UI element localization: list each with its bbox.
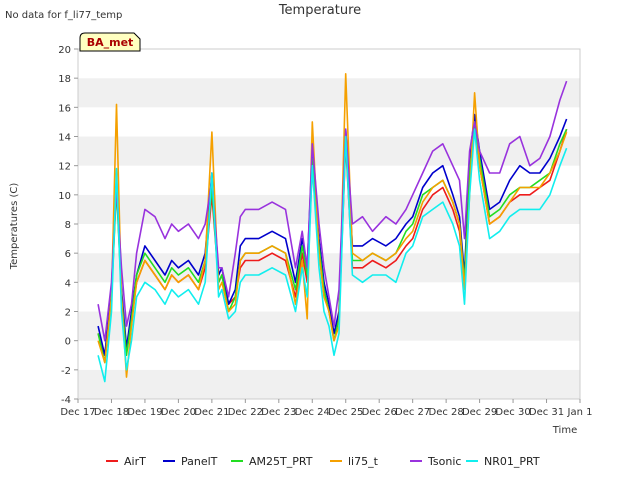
- legend-label: NR01_PRT: [484, 455, 540, 468]
- x-tick-label: Dec 17: [60, 407, 95, 418]
- x-tick-label: Dec 19: [127, 407, 162, 418]
- y-tick-label: 2: [65, 308, 71, 319]
- ba-met-badge: BA_met: [79, 32, 141, 52]
- x-tick-label: Dec 18: [94, 407, 129, 418]
- grid-band: [78, 224, 580, 254]
- y-tick-label: 10: [58, 191, 71, 202]
- x-tick-label: Dec 28: [429, 407, 464, 418]
- x-tick-label: Dec 29: [462, 407, 497, 418]
- x-tick-label: Jan 1: [567, 407, 593, 418]
- y-tick-label: -4: [61, 395, 71, 406]
- y-tick-label: 12: [58, 162, 71, 173]
- series-line-nr01-prt: [97, 128, 568, 383]
- y-tick-label: 4: [65, 278, 71, 289]
- x-tick-label: Dec 22: [228, 407, 263, 418]
- grid-band: [78, 78, 580, 108]
- x-tick-label: Dec 23: [261, 407, 296, 418]
- legend: AirT PanelT AM25T_PRT li75_t Tsonic NR01_PRT: [106, 455, 540, 468]
- y-tick-label: 18: [58, 74, 71, 85]
- legend-label: PanelT: [181, 455, 218, 468]
- x-tick-label: Dec 27: [395, 407, 430, 418]
- legend-label: AirT: [124, 455, 146, 468]
- badge-box: [79, 32, 141, 52]
- y-tick-label: 14: [58, 133, 71, 144]
- x-tick-label: Dec 24: [295, 407, 330, 418]
- legend-label: Tsonic: [427, 455, 461, 468]
- series-lines: [97, 73, 568, 383]
- x-tick-label: Dec 26: [362, 407, 397, 418]
- grid-band: [78, 165, 580, 195]
- grid-band: [78, 49, 580, 79]
- y-tick-label: 0: [65, 337, 71, 348]
- series-line-tsonic: [97, 80, 568, 342]
- legend-label: li75_t: [348, 455, 379, 468]
- legend-label: AM25T_PRT: [249, 455, 313, 468]
- grid-band: [78, 340, 580, 370]
- y-axis-label: Temperatures (C): [9, 183, 20, 271]
- x-tick-label: Dec 20: [161, 407, 196, 418]
- x-tick-label: Dec 25: [328, 407, 363, 418]
- x-tick-label: Dec 21: [194, 407, 229, 418]
- x-tick-label: Dec 30: [495, 407, 530, 418]
- series-line-li75-t: [97, 73, 568, 378]
- y-tick-label: -2: [61, 366, 71, 377]
- nodata-note: No data for f_li77_temp: [5, 10, 122, 21]
- y-tick-label: 20: [58, 45, 71, 56]
- y-axis-ticks: -4 -2 0 2 4 6 8 10 12 14 16 18 20: [58, 45, 78, 406]
- x-axis-label: Time: [552, 425, 577, 436]
- grid-band: [78, 369, 580, 399]
- y-tick-label: 6: [65, 249, 71, 260]
- chart-title: Temperature: [278, 3, 361, 18]
- grid-band: [78, 136, 580, 166]
- y-tick-label: 8: [65, 220, 71, 231]
- background-bands: [78, 49, 580, 399]
- grid-band: [78, 107, 580, 137]
- x-tick-label: Dec 31: [529, 407, 564, 418]
- badge-label: BA_met: [87, 36, 134, 49]
- y-tick-label: 16: [58, 103, 71, 114]
